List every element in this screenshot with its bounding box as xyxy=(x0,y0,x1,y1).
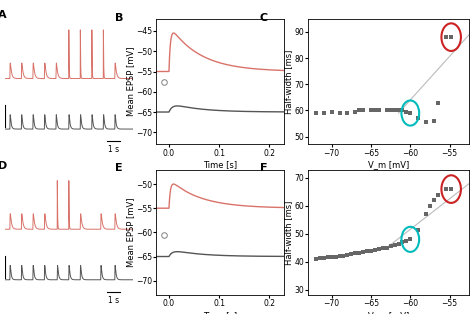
Point xyxy=(347,251,355,256)
Point xyxy=(414,227,422,232)
Point xyxy=(356,250,363,255)
Text: 1 s: 1 s xyxy=(108,145,119,154)
Point xyxy=(371,107,379,112)
Point xyxy=(387,108,394,113)
Point xyxy=(324,255,331,260)
Point xyxy=(402,109,410,114)
Point xyxy=(328,110,336,115)
Point xyxy=(447,35,455,40)
Point xyxy=(336,254,343,259)
Point xyxy=(359,249,367,254)
Point xyxy=(391,108,398,113)
Point xyxy=(395,241,402,246)
Point xyxy=(399,240,406,245)
Point xyxy=(367,248,375,253)
Point xyxy=(332,254,339,259)
Point xyxy=(442,187,449,192)
Point xyxy=(375,108,383,113)
Point xyxy=(352,109,359,114)
Y-axis label: Half-width [ms]: Half-width [ms] xyxy=(284,49,293,114)
Point xyxy=(442,35,449,40)
Text: B: B xyxy=(116,13,124,23)
Point xyxy=(316,256,324,261)
Point xyxy=(426,203,434,208)
Point xyxy=(422,120,430,125)
Point xyxy=(312,256,320,261)
Text: C: C xyxy=(260,13,268,23)
Point xyxy=(407,237,414,242)
Text: D: D xyxy=(0,161,8,171)
Point xyxy=(447,187,455,192)
Point xyxy=(320,110,328,115)
Text: 5 mV: 5 mV xyxy=(0,257,1,277)
Point xyxy=(434,192,442,197)
Point xyxy=(434,100,442,105)
Y-axis label: Mean EPSP [mV]: Mean EPSP [mV] xyxy=(126,198,135,267)
Y-axis label: Mean EPSP [mV]: Mean EPSP [mV] xyxy=(126,47,135,116)
Point xyxy=(371,247,379,252)
Point xyxy=(414,116,422,121)
X-axis label: V_m [mV]: V_m [mV] xyxy=(368,311,410,314)
Point xyxy=(422,212,430,217)
Text: A: A xyxy=(0,10,7,20)
Point xyxy=(407,237,414,242)
Point xyxy=(391,242,398,247)
Point xyxy=(383,108,391,113)
Text: 10 mV: 10 mV xyxy=(0,104,1,128)
Point xyxy=(336,111,343,116)
Point xyxy=(340,253,347,258)
Point xyxy=(344,252,351,257)
Point xyxy=(430,118,438,123)
Y-axis label: Half-width [ms]: Half-width [ms] xyxy=(284,200,293,265)
Text: F: F xyxy=(260,163,267,173)
Point xyxy=(407,111,414,116)
Text: E: E xyxy=(116,163,123,173)
Point xyxy=(312,111,320,116)
Point xyxy=(320,256,328,261)
Point xyxy=(359,108,367,113)
Point xyxy=(395,108,402,113)
X-axis label: V_m [mV]: V_m [mV] xyxy=(368,160,410,169)
X-axis label: Time [s]: Time [s] xyxy=(203,311,237,314)
Point xyxy=(352,251,359,256)
Point xyxy=(328,255,336,260)
Point xyxy=(387,244,394,249)
Point xyxy=(375,246,383,252)
Text: 1 s: 1 s xyxy=(108,295,119,305)
Point xyxy=(356,108,363,113)
Point xyxy=(402,238,410,243)
Point xyxy=(430,198,438,203)
Point xyxy=(344,110,351,115)
Point xyxy=(379,246,387,251)
Point xyxy=(399,108,406,113)
X-axis label: Time [s]: Time [s] xyxy=(203,160,237,169)
Point xyxy=(407,111,414,116)
Point xyxy=(383,245,391,250)
Point xyxy=(367,107,375,112)
Point xyxy=(363,249,371,254)
